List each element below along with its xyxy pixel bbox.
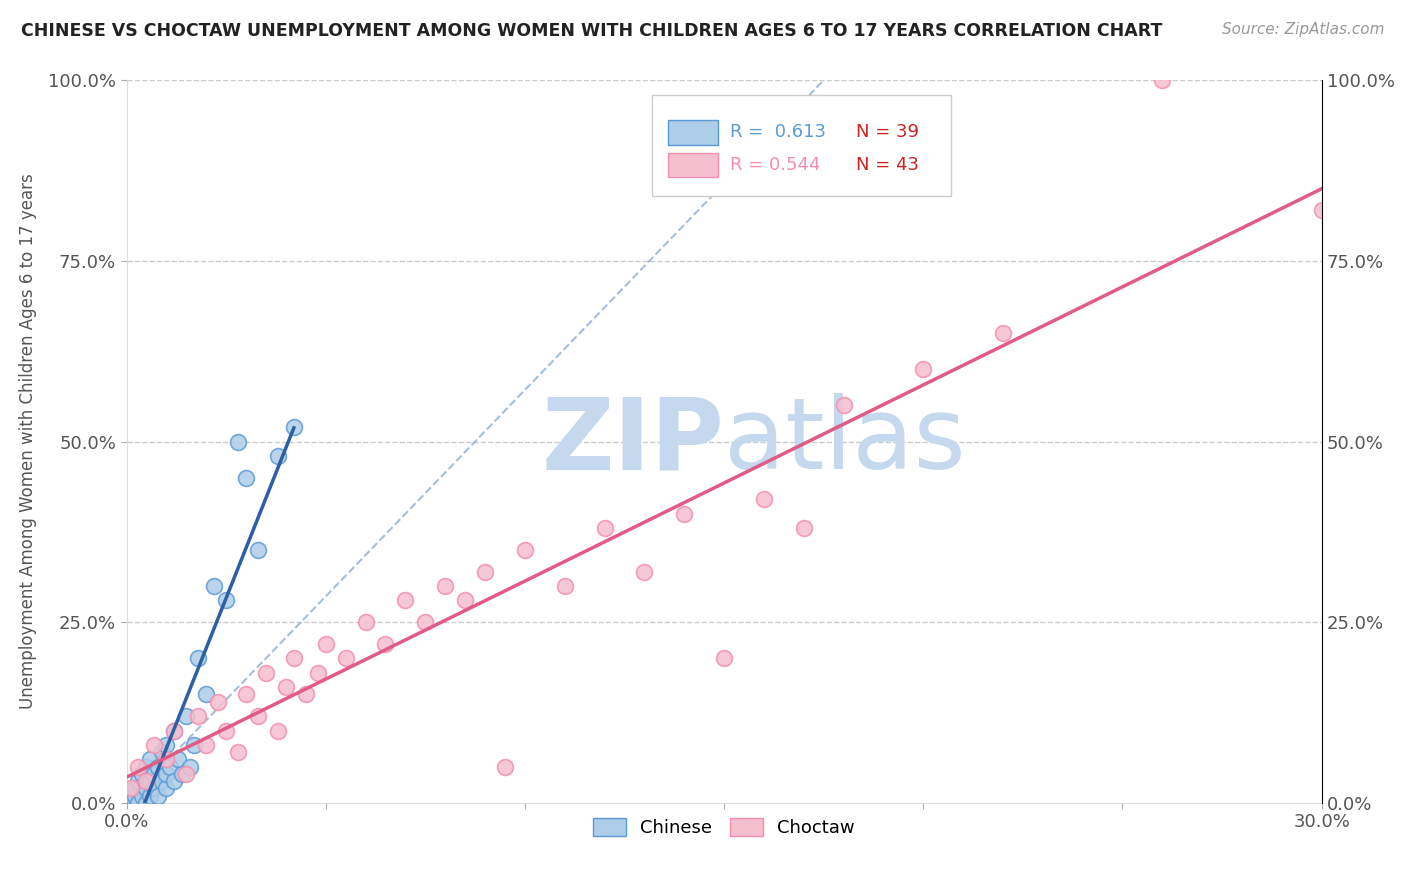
Point — [1310, 203, 1333, 218]
Point — [513, 542, 536, 557]
Point — [127, 760, 149, 774]
Y-axis label: Unemployment Among Women with Children Ages 6 to 17 years: Unemployment Among Women with Children A… — [20, 174, 37, 709]
Point — [127, 796, 149, 810]
Text: atlas: atlas — [724, 393, 966, 490]
Point — [274, 680, 297, 694]
Point — [912, 362, 935, 376]
Point — [135, 781, 157, 796]
Text: Source: ZipAtlas.com: Source: ZipAtlas.com — [1222, 22, 1385, 37]
Point — [267, 723, 290, 738]
Point — [991, 326, 1014, 340]
Point — [207, 695, 229, 709]
Point — [131, 767, 153, 781]
Point — [633, 565, 655, 579]
Point — [163, 723, 186, 738]
Point — [159, 760, 181, 774]
Point — [294, 687, 316, 701]
Point — [554, 579, 576, 593]
FancyBboxPatch shape — [668, 153, 718, 178]
Point — [752, 492, 775, 507]
Text: N = 39: N = 39 — [855, 123, 918, 141]
Point — [148, 760, 170, 774]
Point — [155, 738, 177, 752]
Text: CHINESE VS CHOCTAW UNEMPLOYMENT AMONG WOMEN WITH CHILDREN AGES 6 TO 17 YEARS COR: CHINESE VS CHOCTAW UNEMPLOYMENT AMONG WO… — [21, 22, 1163, 40]
Point — [150, 745, 174, 759]
Point — [120, 789, 142, 803]
Point — [127, 774, 149, 789]
Point — [235, 470, 257, 484]
Point — [434, 579, 457, 593]
Point — [139, 752, 162, 766]
Point — [155, 767, 177, 781]
Point — [394, 593, 416, 607]
Point — [267, 449, 290, 463]
Point — [179, 760, 201, 774]
Point — [307, 665, 329, 680]
Point — [354, 615, 377, 630]
Point — [155, 781, 177, 796]
Point — [235, 687, 257, 701]
Point — [143, 781, 166, 796]
Point — [832, 398, 855, 412]
Point — [374, 637, 396, 651]
Point — [150, 774, 174, 789]
Point — [187, 709, 209, 723]
Point — [215, 723, 238, 738]
Point — [1152, 73, 1174, 87]
Point — [494, 760, 516, 774]
Point — [135, 796, 157, 810]
Point — [139, 774, 162, 789]
Point — [215, 593, 238, 607]
Point — [195, 687, 218, 701]
Point — [135, 774, 157, 789]
Point — [713, 651, 735, 665]
Point — [148, 789, 170, 803]
Point — [139, 789, 162, 803]
Point — [195, 738, 218, 752]
Point — [174, 709, 197, 723]
Point — [155, 752, 177, 766]
Point — [131, 789, 153, 803]
Point — [793, 521, 815, 535]
Point — [226, 434, 249, 449]
Point — [247, 542, 270, 557]
Point — [335, 651, 357, 665]
Point — [187, 651, 209, 665]
Legend: Chinese, Choctaw: Chinese, Choctaw — [586, 811, 862, 845]
Point — [283, 420, 305, 434]
FancyBboxPatch shape — [668, 120, 718, 145]
Point — [174, 767, 197, 781]
Point — [163, 723, 186, 738]
Point — [143, 767, 166, 781]
Point — [183, 738, 205, 752]
Point — [135, 760, 157, 774]
Point — [172, 767, 194, 781]
Text: N = 43: N = 43 — [855, 156, 918, 174]
Point — [315, 637, 337, 651]
Point — [283, 651, 305, 665]
Point — [202, 579, 225, 593]
FancyBboxPatch shape — [652, 95, 950, 196]
Point — [167, 752, 190, 766]
Point — [413, 615, 436, 630]
Point — [143, 738, 166, 752]
Point — [124, 789, 146, 803]
Point — [226, 745, 249, 759]
Text: R = 0.544: R = 0.544 — [730, 156, 821, 174]
Point — [247, 709, 270, 723]
Point — [254, 665, 277, 680]
Point — [454, 593, 477, 607]
Point — [163, 774, 186, 789]
Point — [673, 507, 696, 521]
Text: ZIP: ZIP — [541, 393, 724, 490]
Point — [474, 565, 496, 579]
Text: R =  0.613: R = 0.613 — [730, 123, 827, 141]
Point — [120, 781, 142, 796]
Point — [593, 521, 616, 535]
Point — [124, 781, 146, 796]
